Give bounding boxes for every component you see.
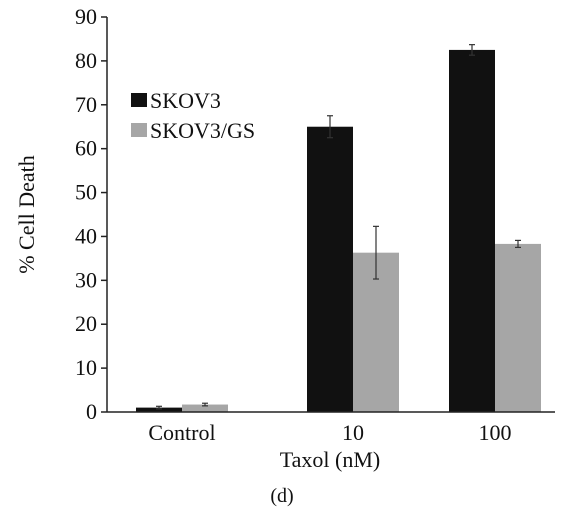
y-tick-label: 10	[75, 355, 97, 380]
panel-label: (d)	[270, 485, 293, 507]
bar-skov3-2	[449, 49, 495, 413]
error-bar	[373, 225, 379, 280]
x-tick-label: 10	[342, 420, 364, 445]
legend-label: SKOV3/GS	[150, 118, 255, 143]
y-axis-label: % Cell Death	[14, 155, 39, 274]
error-bar	[515, 239, 521, 249]
x-axis-label: Taxol (nM)	[280, 447, 381, 472]
legend-label: SKOV3	[150, 88, 221, 113]
legend: SKOV3 SKOV3/GS	[131, 88, 255, 143]
bar-skov3-0	[136, 407, 182, 412]
legend-swatch	[131, 93, 147, 107]
bar-skov3-1	[307, 126, 353, 412]
error-bar	[156, 405, 162, 410]
legend-swatch	[131, 123, 147, 137]
error-bar	[202, 402, 208, 407]
y-tick-label: 50	[75, 180, 97, 205]
y-tick-label: 70	[75, 92, 97, 117]
y-tick-label: 60	[75, 136, 97, 161]
y-tick-label: 90	[75, 4, 97, 29]
y-tick-label: 20	[75, 311, 97, 336]
bar-skov3-gs-0	[182, 404, 228, 412]
error-bar	[327, 115, 333, 139]
y-axis-ticks: 0 10 20 30 40 50 60 70 80 90	[75, 4, 107, 424]
bar-skov3-gs-2	[495, 243, 541, 412]
x-axis-ticks: Control 10 100	[148, 420, 511, 445]
x-tick-label: 100	[479, 420, 512, 445]
y-tick-label: 0	[86, 399, 97, 424]
legend-item-skov3-gs: SKOV3/GS	[131, 118, 255, 143]
y-tick-label: 30	[75, 267, 97, 292]
y-tick-label: 80	[75, 48, 97, 73]
y-tick-label: 40	[75, 223, 97, 248]
error-bar	[469, 44, 475, 56]
plot-marks	[136, 44, 541, 413]
legend-item-skov3: SKOV3	[131, 88, 221, 113]
x-tick-label: Control	[148, 420, 215, 445]
